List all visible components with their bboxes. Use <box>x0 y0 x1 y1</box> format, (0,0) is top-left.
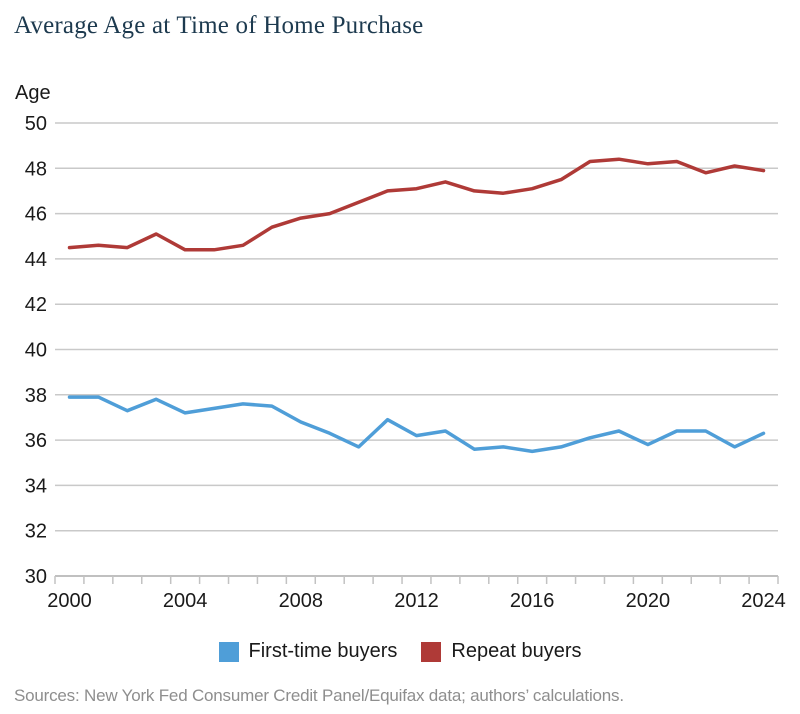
svg-text:36: 36 <box>25 430 47 452</box>
svg-text:2024: 2024 <box>741 590 786 612</box>
svg-text:32: 32 <box>25 521 47 543</box>
legend-label-first-time-buyers: First-time buyers <box>248 640 398 662</box>
svg-text:40: 40 <box>25 340 47 362</box>
svg-text:48: 48 <box>25 158 47 180</box>
legend-label-repeat-buyers: Repeat buyers <box>451 640 582 662</box>
first-time-buyers-swatch <box>218 641 239 662</box>
svg-text:2008: 2008 <box>279 590 324 612</box>
svg-text:42: 42 <box>25 294 47 316</box>
svg-text:2012: 2012 <box>394 590 439 612</box>
svg-text:44: 44 <box>25 249 47 271</box>
svg-text:38: 38 <box>25 385 47 407</box>
svg-text:2020: 2020 <box>626 590 671 612</box>
svg-text:34: 34 <box>25 475 47 497</box>
legend: First-time buyers Repeat buyers <box>0 640 800 663</box>
y-axis-title: Age <box>15 82 51 104</box>
svg-text:2000: 2000 <box>47 590 92 612</box>
svg-text:30: 30 <box>25 566 47 588</box>
svg-text:46: 46 <box>25 204 47 226</box>
svg-text:2016: 2016 <box>510 590 555 612</box>
svg-text:50: 50 <box>25 113 47 135</box>
source-note: Sources: New York Fed Consumer Credit Pa… <box>14 686 624 705</box>
chart-title: Average Age at Time of Home Purchase <box>14 12 424 39</box>
svg-text:2004: 2004 <box>163 590 208 612</box>
repeat-buyers-swatch <box>421 641 442 662</box>
